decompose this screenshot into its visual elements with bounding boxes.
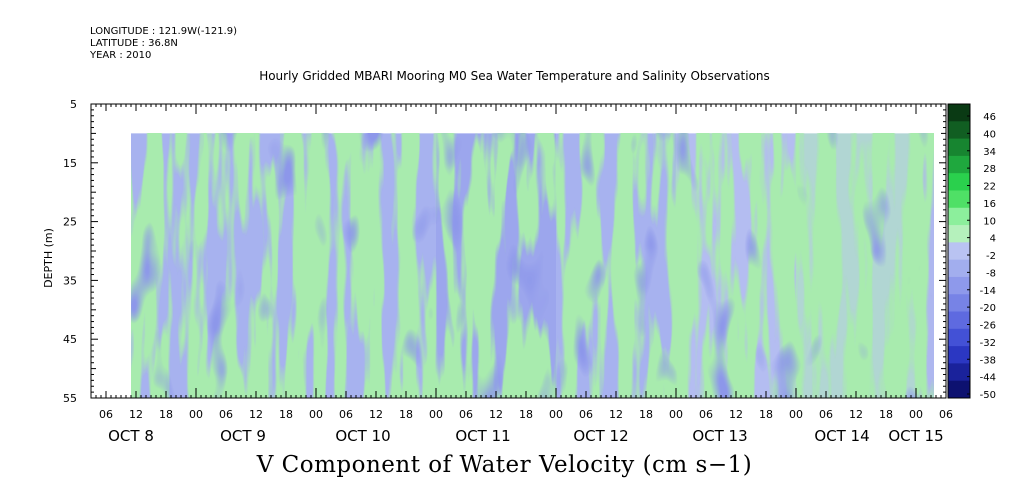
colorbar-frame bbox=[947, 103, 971, 399]
x-hour-label: 12 bbox=[729, 408, 743, 421]
colorbar-swatch bbox=[948, 294, 970, 313]
x-hour-label: 00 bbox=[429, 408, 443, 421]
colorbar-swatch bbox=[948, 259, 970, 278]
latitude-label: LATITUDE : 36.8N bbox=[90, 38, 178, 49]
x-day-label: OCT 13 bbox=[692, 427, 747, 445]
x-hour-label: 12 bbox=[249, 408, 263, 421]
x-hour-label: 00 bbox=[789, 408, 803, 421]
colorbar-label: 22 bbox=[983, 182, 996, 193]
velocity-field bbox=[131, 133, 934, 398]
y-tick-label: 55 bbox=[63, 392, 77, 405]
x-hour-label: 18 bbox=[879, 408, 893, 421]
colorbar-swatch bbox=[948, 138, 970, 157]
y-axis-label: DEPTH (m) bbox=[42, 228, 55, 288]
x-hour-label: 12 bbox=[849, 408, 863, 421]
colorbar: 46 40 34 28 22 16 10 4 -2 -8 -14 -20 -26 -32 -38 -44 -50 bbox=[947, 103, 996, 401]
x-hour-label: 06 bbox=[459, 408, 473, 421]
x-hour-label: 06 bbox=[339, 408, 353, 421]
colorbar-swatch bbox=[948, 311, 970, 330]
chart-title: Hourly Gridded MBARI Mooring M0 Sea Wate… bbox=[259, 69, 770, 83]
x-hour-label: 12 bbox=[609, 408, 623, 421]
x-hour-label: 06 bbox=[939, 408, 953, 421]
colorbar-label: 28 bbox=[983, 164, 996, 175]
x-hour-label: 00 bbox=[309, 408, 323, 421]
bottom-title: V Component of Water Velocity (cm s−1) bbox=[256, 452, 753, 478]
colorbar-swatch bbox=[948, 173, 970, 191]
negative-cores bbox=[131, 133, 934, 398]
colorbar-swatch bbox=[948, 104, 970, 122]
x-hour-label: 06 bbox=[579, 408, 593, 421]
x-hour-label: 12 bbox=[369, 408, 383, 421]
colorbar-label: 10 bbox=[983, 216, 996, 227]
x-day-label: OCT 15 bbox=[888, 427, 943, 445]
x-hour-label: 00 bbox=[909, 408, 923, 421]
colorbar-swatch bbox=[948, 380, 970, 399]
x-hour-label: 18 bbox=[519, 408, 533, 421]
x-hour-label: 00 bbox=[189, 408, 203, 421]
x-hour-label: 06 bbox=[99, 408, 113, 421]
colorbar-label: -20 bbox=[980, 303, 996, 314]
y-tick-label: 45 bbox=[63, 333, 77, 346]
x-day-label: OCT 9 bbox=[220, 427, 266, 445]
x-hour-label: 00 bbox=[549, 408, 563, 421]
colorbar-label: -14 bbox=[980, 286, 996, 297]
x-day-label: OCT 8 bbox=[108, 427, 154, 445]
x-hour-label: 12 bbox=[129, 408, 143, 421]
x-day-label: OCT 14 bbox=[814, 427, 869, 445]
y-tick-label: 15 bbox=[63, 157, 77, 170]
y-tick-label: 5 bbox=[70, 98, 77, 111]
colorbar-swatch bbox=[948, 276, 970, 295]
colorbar-swatch bbox=[948, 328, 970, 347]
colorbar-label: -2 bbox=[986, 251, 996, 262]
x-hour-label: 18 bbox=[399, 408, 413, 421]
colorbar-swatch bbox=[948, 190, 970, 209]
x-hour-label: 00 bbox=[669, 408, 683, 421]
x-hour-label: 06 bbox=[819, 408, 833, 421]
colorbar-swatch bbox=[948, 121, 970, 140]
colorbar-label: -50 bbox=[980, 390, 996, 401]
x-day-label: OCT 12 bbox=[573, 427, 628, 445]
colorbar-label: -8 bbox=[986, 268, 996, 279]
colorbar-swatch bbox=[948, 242, 970, 261]
colorbar-swatch bbox=[948, 207, 970, 226]
x-hour-label: 18 bbox=[759, 408, 773, 421]
colorbar-swatch bbox=[948, 346, 970, 364]
colorbar-label: 4 bbox=[990, 234, 996, 245]
colorbar-swatch bbox=[948, 155, 970, 174]
y-tick-label: 35 bbox=[63, 274, 77, 287]
colorbar-label: -38 bbox=[980, 355, 996, 366]
colorbar-label: 40 bbox=[983, 129, 996, 140]
colorbar-label: 46 bbox=[983, 112, 996, 123]
colorbar-label: -44 bbox=[980, 373, 996, 384]
colorbar-swatch bbox=[948, 225, 970, 243]
colorbar-swatch bbox=[948, 363, 970, 382]
colorbar-label: -26 bbox=[980, 321, 996, 332]
colorbar-label: 16 bbox=[983, 199, 996, 210]
y-tick-label: 25 bbox=[63, 216, 77, 229]
x-hour-label: 18 bbox=[279, 408, 293, 421]
longitude-label: LONGITUDE : 121.9W(-121.9) bbox=[90, 26, 237, 37]
x-hour-label: 18 bbox=[159, 408, 173, 421]
x-hour-label: 06 bbox=[699, 408, 713, 421]
plot-area bbox=[131, 133, 934, 398]
x-hour-label: 06 bbox=[219, 408, 233, 421]
x-hour-label: 12 bbox=[489, 408, 503, 421]
colorbar-label: 34 bbox=[983, 147, 996, 158]
x-hour-label: 18 bbox=[639, 408, 653, 421]
x-day-label: OCT 10 bbox=[335, 427, 390, 445]
year-label: YEAR : 2010 bbox=[90, 50, 152, 61]
colorbar-label: -32 bbox=[980, 338, 996, 349]
x-day-label: OCT 11 bbox=[455, 427, 510, 445]
